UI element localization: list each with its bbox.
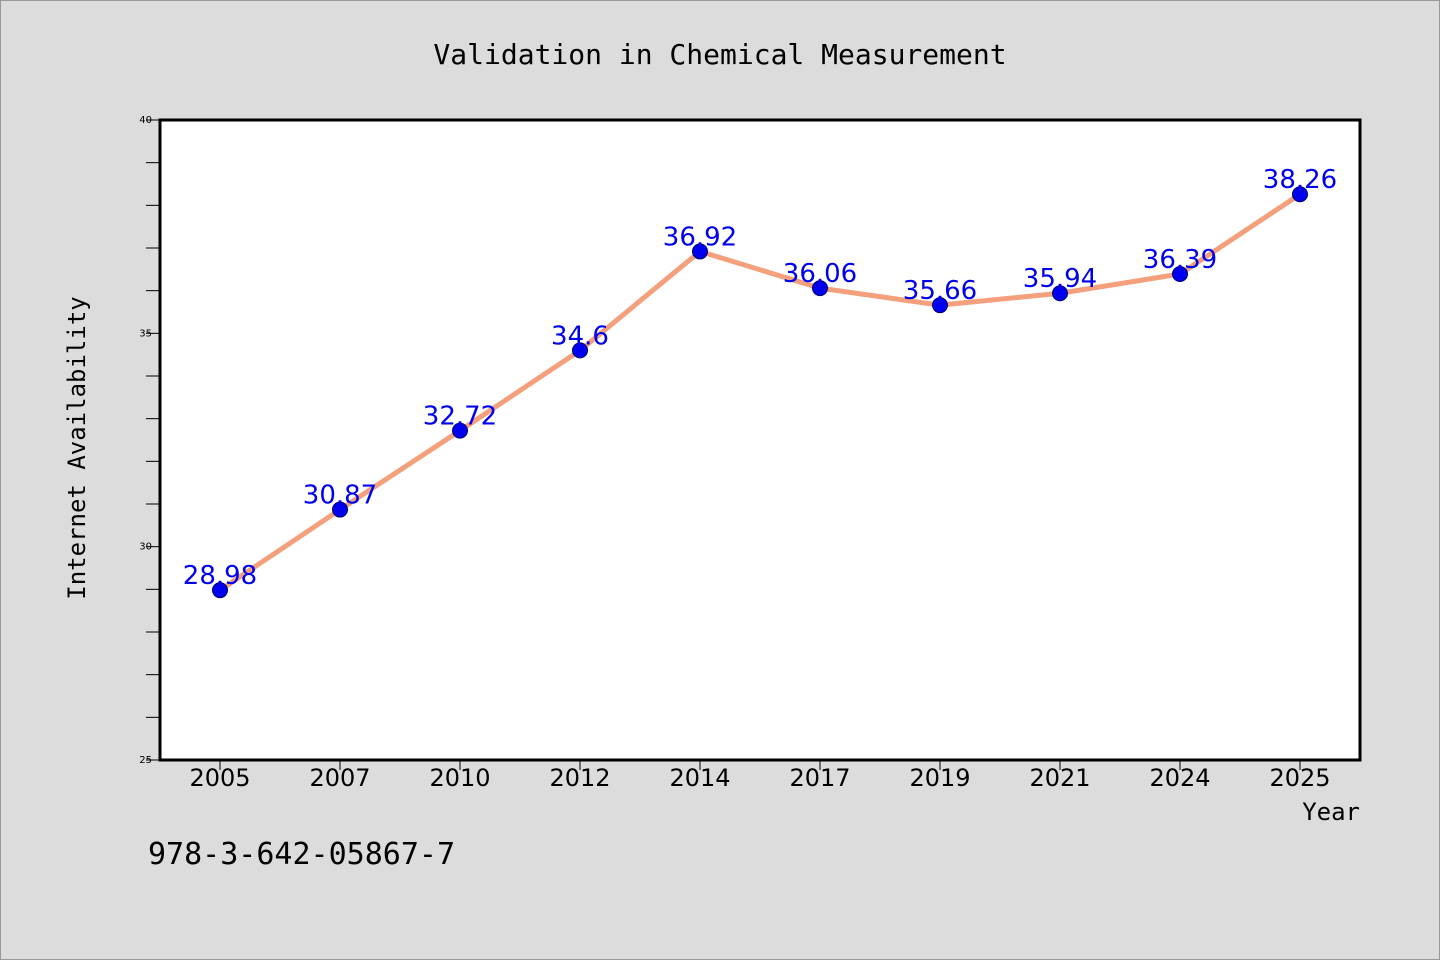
x-axis-label: Year — [1302, 798, 1360, 826]
x-tick-label: 2019 — [909, 764, 970, 792]
plot-area — [158, 118, 1362, 762]
data-label: 28.98 — [183, 561, 257, 591]
data-point — [572, 342, 588, 359]
data-point — [212, 582, 228, 599]
data-label: 36.39 — [1143, 245, 1217, 275]
y-axis: 25 30 35 40 — [139, 115, 160, 766]
data-point — [692, 243, 708, 260]
x-tick-label: 2014 — [669, 764, 730, 792]
x-tick-label: 2005 — [189, 764, 250, 792]
footer-code: 978-3-642-05867-7 — [148, 837, 455, 872]
data-label: 38.26 — [1263, 165, 1337, 195]
data-point — [1292, 186, 1308, 203]
chart-title: Validation in Chemical Measurement — [433, 38, 1006, 71]
y-tick-label: 35 — [139, 328, 152, 339]
y-tick-label: 30 — [139, 542, 152, 553]
y-tick-label: 25 — [139, 755, 152, 766]
x-axis: 2005 2007 2010 2012 2014 2017 2019 2021 2024 2025 — [189, 760, 1331, 792]
data-label: 32.72 — [423, 402, 497, 432]
x-tick-label: 2017 — [789, 764, 850, 792]
series-markers — [212, 186, 1308, 599]
x-tick-label: 2007 — [309, 764, 370, 792]
y-tick-label: 40 — [139, 115, 152, 126]
data-label: 36.92 — [663, 222, 737, 252]
data-label: 35.66 — [903, 276, 977, 306]
x-tick-label: 2010 — [429, 764, 490, 792]
data-label: 35.94 — [1023, 264, 1097, 294]
data-label: 36.06 — [783, 259, 857, 289]
data-point — [1052, 285, 1068, 302]
data-label: 30.87 — [303, 481, 377, 511]
y-axis-label: Internet Availability — [63, 296, 91, 599]
data-labels: 28.98 30.87 32.72 34.6 36.92 36.06 35.66 35.94 3… — [183, 165, 1337, 591]
data-point — [932, 297, 948, 314]
data-point — [1172, 266, 1188, 283]
x-tick-label: 2021 — [1029, 764, 1090, 792]
data-label: 34.6 — [551, 321, 609, 351]
data-point — [332, 501, 348, 518]
x-tick-label: 2012 — [549, 764, 610, 792]
series-line — [217, 191, 1303, 593]
data-point — [812, 280, 828, 297]
x-tick-label: 2025 — [1269, 764, 1330, 792]
x-tick-label: 2024 — [1149, 764, 1210, 792]
data-point — [452, 422, 468, 439]
